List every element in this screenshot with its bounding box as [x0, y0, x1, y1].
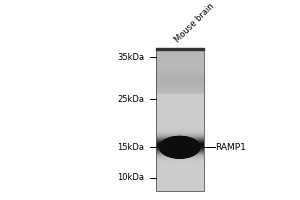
Bar — [156, 48, 203, 50]
Ellipse shape — [167, 139, 192, 156]
Ellipse shape — [162, 137, 197, 157]
Bar — [156, 48, 203, 191]
Ellipse shape — [160, 136, 200, 158]
Ellipse shape — [163, 138, 196, 157]
Ellipse shape — [168, 139, 191, 155]
Text: Mouse brain: Mouse brain — [173, 2, 216, 45]
Text: 25kDa: 25kDa — [117, 95, 144, 104]
Text: RAMP1: RAMP1 — [215, 143, 246, 152]
Ellipse shape — [165, 138, 194, 156]
Ellipse shape — [169, 140, 190, 155]
Ellipse shape — [166, 138, 194, 156]
Ellipse shape — [160, 137, 199, 158]
Ellipse shape — [162, 137, 197, 157]
Ellipse shape — [161, 137, 199, 158]
Ellipse shape — [164, 138, 195, 157]
Ellipse shape — [164, 138, 196, 157]
Ellipse shape — [167, 139, 192, 156]
Ellipse shape — [160, 137, 199, 158]
Ellipse shape — [168, 139, 192, 155]
Ellipse shape — [161, 137, 198, 158]
Ellipse shape — [163, 138, 196, 157]
Ellipse shape — [163, 137, 197, 157]
Ellipse shape — [169, 139, 191, 155]
Ellipse shape — [162, 137, 198, 157]
Ellipse shape — [160, 137, 200, 158]
Ellipse shape — [165, 138, 195, 156]
Ellipse shape — [169, 140, 190, 155]
Ellipse shape — [167, 139, 193, 156]
Ellipse shape — [169, 139, 190, 155]
Ellipse shape — [166, 139, 193, 156]
Ellipse shape — [167, 139, 193, 156]
Text: 35kDa: 35kDa — [117, 53, 144, 62]
Ellipse shape — [165, 138, 194, 156]
Text: 15kDa: 15kDa — [117, 143, 144, 152]
Ellipse shape — [164, 138, 195, 157]
Text: 10kDa: 10kDa — [117, 173, 144, 182]
